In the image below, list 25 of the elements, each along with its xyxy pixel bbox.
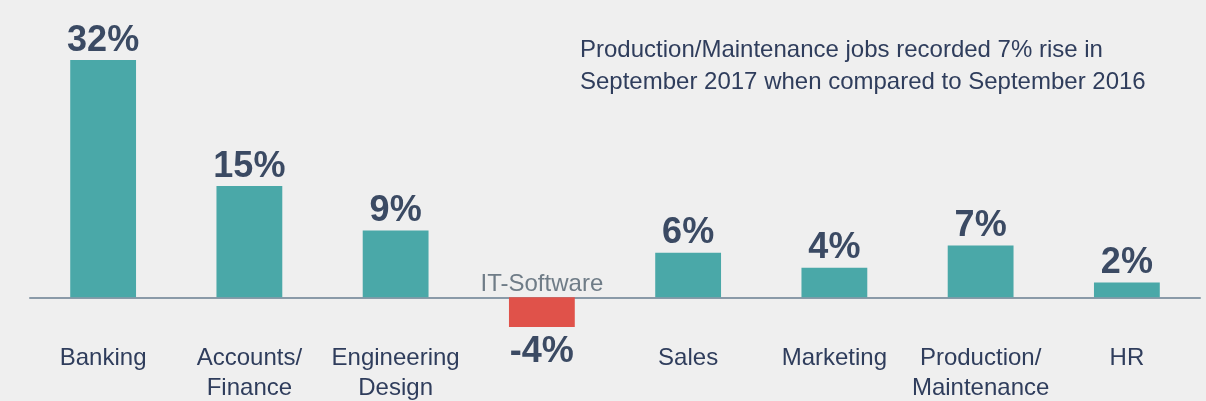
x-tick-label: HR bbox=[1109, 342, 1145, 370]
bar bbox=[947, 245, 1014, 298]
x-tick-label: IT-Software bbox=[480, 268, 604, 296]
bar bbox=[1093, 282, 1160, 298]
x-tick-label: Sales bbox=[658, 342, 719, 370]
bar bbox=[508, 297, 575, 327]
x-tick-label: Production/ Maintenance bbox=[911, 342, 1050, 400]
data-label: 7% bbox=[954, 202, 1007, 244]
x-tick-label: Engineering Design bbox=[331, 342, 460, 400]
bar bbox=[801, 267, 868, 298]
data-label: 15% bbox=[213, 143, 286, 185]
data-label: 4% bbox=[808, 225, 861, 267]
data-label: -4% bbox=[509, 328, 574, 370]
x-tick-label: Banking bbox=[59, 342, 147, 370]
data-label: 2% bbox=[1100, 240, 1153, 281]
data-label: 9% bbox=[369, 188, 422, 230]
x-tick-label: Marketing bbox=[781, 342, 888, 370]
bar bbox=[362, 230, 429, 298]
data-label: 6% bbox=[662, 210, 715, 252]
bar bbox=[216, 186, 283, 298]
bar bbox=[70, 60, 137, 298]
annotation: Production/Maintenance jobs recorded 7% rise in September 2017 when compared to September 2016 bbox=[580, 34, 1146, 94]
data-label: 32% bbox=[67, 17, 140, 59]
bar bbox=[655, 252, 722, 298]
x-tick-label: Accounts/ Finance bbox=[196, 342, 303, 400]
